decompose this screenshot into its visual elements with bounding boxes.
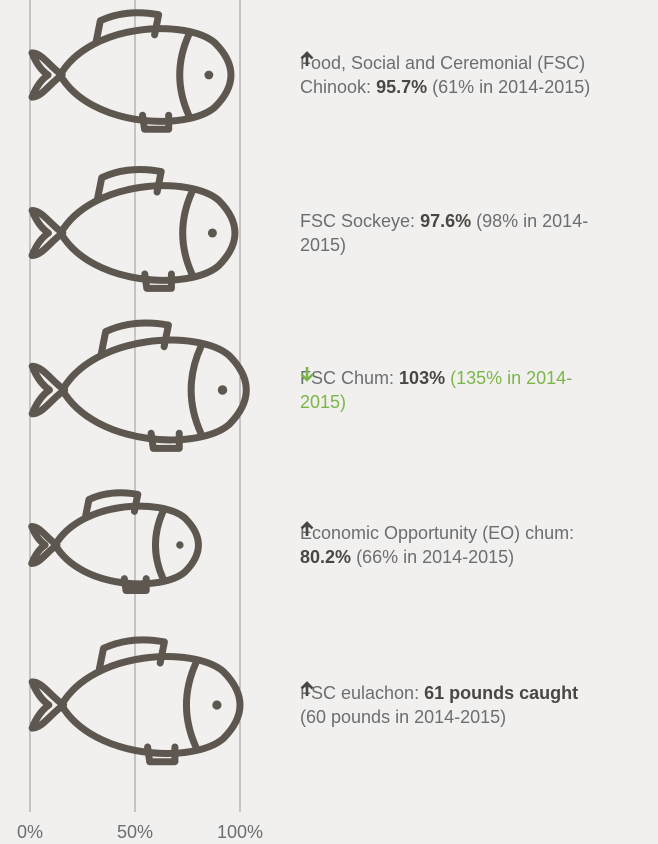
- fish-fin: [95, 636, 168, 673]
- label-text: FSC Sockeye:: [300, 211, 416, 231]
- label-comparison: (98% in 2014-2015): [300, 211, 589, 255]
- label: FSC eulachon: 61 pounds caught (60 pound…: [300, 681, 600, 729]
- label-text: Economic Opportunity (EO) chum:: [300, 523, 575, 543]
- x-tick-label: 100%: [217, 822, 263, 842]
- trend-arrow: [300, 51, 314, 66]
- label-text: FSC eulachon:: [300, 683, 420, 703]
- fish-body: [58, 336, 250, 444]
- label: Food, Social and Ceremonial (FSC) Chinoo…: [300, 51, 600, 99]
- fish-gill: [176, 31, 193, 119]
- label-value: 80.2%: [300, 547, 352, 567]
- label-comparison: (60 pounds in 2014-2015): [300, 707, 507, 727]
- fish-tail: [28, 362, 69, 418]
- fish-fin: [92, 9, 163, 45]
- fish: [28, 165, 239, 292]
- fish-body: [51, 502, 202, 588]
- label-text: Food, Social and Ceremonial (FSC) Chinoo…: [300, 53, 586, 97]
- fish: [28, 319, 250, 452]
- fish-tail: [28, 522, 61, 568]
- fish: [28, 489, 202, 594]
- fish: [28, 636, 244, 766]
- label-value: 97.6%: [420, 211, 472, 231]
- label-comparison: (61% in 2014-2015): [432, 77, 591, 97]
- fish-fin: [97, 319, 172, 357]
- label-comparison: (135% in 2014-2015): [300, 368, 573, 412]
- label: FSC Chum: 103% (135% in 2014-2015): [300, 366, 600, 414]
- fish-fin: [82, 489, 142, 520]
- label-value: 103%: [399, 368, 446, 388]
- fish-gill: [182, 659, 200, 751]
- fish-eye: [212, 700, 222, 710]
- fish-eye: [217, 385, 228, 395]
- label: Economic Opportunity (EO) chum: 80.2% (6…: [300, 521, 600, 569]
- fish-body: [58, 653, 244, 757]
- fish-gill: [152, 507, 167, 583]
- fish-tail: [28, 49, 66, 101]
- fish: [28, 9, 235, 133]
- label: FSC Sockeye: 97.6% (98% in 2014-2015): [300, 209, 600, 257]
- label-value: 95.7%: [376, 77, 428, 97]
- fish-gill: [179, 188, 196, 278]
- trend-arrow: [300, 681, 314, 696]
- fish-eye: [176, 541, 184, 549]
- x-tick-label: 0%: [17, 822, 43, 842]
- fish-tail: [28, 678, 68, 732]
- label-value: 61 pounds caught: [424, 683, 579, 703]
- trend-arrow: [300, 521, 314, 536]
- fish-gill: [187, 343, 205, 437]
- fish-eye: [204, 70, 214, 80]
- fish-fin: [94, 165, 165, 202]
- label-comparison: (66% in 2014-2015): [356, 547, 515, 567]
- label-text: FSC Chum:: [300, 368, 395, 388]
- trend-arrow: [300, 367, 314, 382]
- fish-eye: [207, 228, 217, 238]
- x-tick-label: 50%: [117, 822, 153, 842]
- fish-tail: [28, 206, 67, 260]
- fish-body: [57, 182, 239, 284]
- fish-body: [56, 25, 235, 125]
